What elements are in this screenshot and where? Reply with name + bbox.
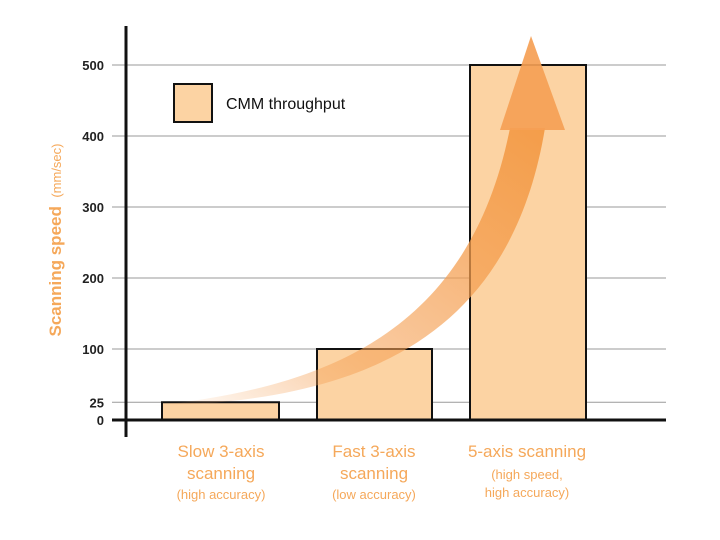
- y-tick-labels: 0 25 100 200 300 400 500: [82, 58, 104, 428]
- y-axis-label: Scanning speed (mm/sec): [46, 144, 65, 337]
- x-tick-note: (low accuracy): [332, 487, 416, 502]
- y-tick-label: 500: [82, 58, 104, 73]
- trend-arrow-head: [500, 36, 565, 130]
- y-tick-label: 0: [97, 413, 104, 428]
- y-tick-label: 400: [82, 129, 104, 144]
- x-tick-note: (high accuracy): [177, 487, 266, 502]
- x-tick-label: scanning: [340, 464, 408, 483]
- y-axis-unit: (mm/sec): [49, 144, 64, 198]
- y-tick-label: 200: [82, 271, 104, 286]
- y-tick-label: 100: [82, 342, 104, 357]
- legend-swatch: [173, 83, 213, 123]
- x-tick-label: Fast 3-axis: [332, 442, 415, 461]
- axes: [112, 26, 666, 437]
- trend-arrow-shaft: [150, 128, 545, 406]
- x-category-labels: Slow 3-axis scanning (high accuracy) Fast 3…: [177, 442, 587, 502]
- x-tick-note: high accuracy): [485, 485, 570, 500]
- x-tick-label: scanning: [187, 464, 255, 483]
- legend: CMM throughput: [173, 83, 346, 123]
- y-axis-title: Scanning speed: [46, 206, 65, 336]
- x-tick-label: Slow 3-axis: [178, 442, 265, 461]
- y-tick-label: 25: [90, 395, 104, 410]
- trend-arrow: [150, 36, 565, 406]
- y-tick-label: 300: [82, 200, 104, 215]
- legend-label: CMM throughput: [226, 96, 346, 113]
- x-tick-label: 5-axis scanning: [468, 442, 586, 461]
- x-tick-note: (high speed,: [491, 467, 563, 482]
- svg-text:Scanning speed (mm/sec): Scanning speed (mm/sec): [46, 144, 65, 337]
